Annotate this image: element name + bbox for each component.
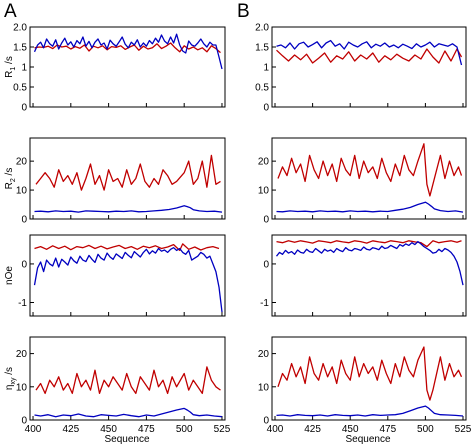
x-tick-label: 475 bbox=[138, 424, 155, 435]
y-tick-label: 0 bbox=[263, 259, 269, 270]
y-tick-label: 0 bbox=[21, 259, 27, 270]
plot-frame bbox=[271, 234, 467, 317]
x-tick-label: 450 bbox=[100, 424, 117, 435]
y-tick-label: 20 bbox=[16, 349, 28, 360]
y-tick-label: 10 bbox=[16, 382, 28, 393]
series-line-red bbox=[34, 243, 220, 252]
series-line-blue bbox=[33, 247, 223, 313]
y-tick-label: 20 bbox=[16, 157, 28, 168]
series-line-red bbox=[276, 240, 462, 248]
panel-b4: 0 10 20 400 425 450 475 500 525 bbox=[258, 336, 472, 435]
series-line-blue bbox=[34, 407, 223, 418]
y-tick-label: 10 bbox=[258, 186, 270, 197]
y-tick-label: 1 bbox=[263, 63, 269, 74]
x-tick-label: 425 bbox=[304, 424, 321, 435]
series-line-red bbox=[34, 42, 221, 54]
series-line-blue bbox=[34, 205, 223, 213]
y-axis-label: ηxy /s bbox=[4, 367, 17, 390]
series-line-blue bbox=[276, 405, 464, 417]
x-axis-label-b: Sequence bbox=[345, 434, 390, 445]
plot-frame bbox=[29, 137, 226, 220]
y-tick-label: 0 bbox=[263, 215, 269, 226]
panel-b2: 0 10 20 bbox=[258, 137, 467, 226]
y-tick-label: 0 bbox=[263, 103, 269, 114]
y-axis-label: nOe bbox=[4, 266, 15, 285]
y-tick-label: 1 bbox=[21, 63, 27, 74]
panel-label-b: B bbox=[237, 1, 250, 22]
x-axis-label-a: Sequence bbox=[104, 434, 149, 445]
y-tick-label: 0 bbox=[21, 103, 27, 114]
panel-a4: 0 10 20 400 425 450 475 500 525 ηxy /s bbox=[4, 336, 231, 435]
y-tick-label: 0 bbox=[21, 416, 27, 427]
panel-a1: 0 0.5 1 1.5 2.0 R1 /s bbox=[4, 23, 226, 114]
y-axis-label: R1 /s bbox=[4, 56, 17, 78]
y-tick-label: 1.5 bbox=[255, 43, 269, 54]
series-line-red bbox=[35, 154, 221, 191]
y-tick-label: -1 bbox=[18, 298, 27, 309]
x-tick-label: 500 bbox=[176, 424, 193, 435]
y-tick-label: 2.0 bbox=[255, 23, 269, 34]
plot-frame bbox=[29, 234, 226, 317]
plot-frame bbox=[271, 26, 467, 108]
x-tick-label: 450 bbox=[342, 424, 359, 435]
y-tick-label: 0 bbox=[21, 215, 27, 226]
y-axis-label: R2 /s bbox=[4, 168, 17, 190]
x-tick-label: 400 bbox=[25, 424, 42, 435]
y-tick-label: 10 bbox=[258, 382, 270, 393]
y-tick-label: 0 bbox=[263, 416, 269, 427]
y-tick-label: 0.5 bbox=[255, 83, 269, 94]
series-line-red bbox=[276, 48, 463, 64]
x-tick-label: 425 bbox=[62, 424, 79, 435]
y-tick-label: 20 bbox=[258, 349, 270, 360]
x-tick-label: 525 bbox=[455, 424, 472, 435]
series-line-blue bbox=[275, 240, 464, 286]
y-tick-label: -1 bbox=[260, 298, 269, 309]
series-line-red bbox=[277, 346, 463, 401]
x-tick-label: 400 bbox=[267, 424, 284, 435]
plot-frame bbox=[29, 26, 226, 108]
y-tick-label: 0.5 bbox=[13, 83, 27, 94]
y-tick-label: 20 bbox=[258, 157, 270, 168]
x-tick-label: 500 bbox=[417, 424, 434, 435]
plot-frame bbox=[271, 336, 467, 421]
panel-a3: -1 0 nOe bbox=[4, 234, 226, 317]
series-line-blue bbox=[276, 39, 463, 66]
y-tick-label: 1.5 bbox=[13, 43, 27, 54]
plot-frame bbox=[29, 336, 226, 421]
panel-label-a: A bbox=[4, 1, 17, 22]
panel-b3: -1 0 bbox=[260, 234, 467, 317]
x-tick-label: 525 bbox=[214, 424, 231, 435]
x-tick-label: 475 bbox=[379, 424, 396, 435]
plot-frame bbox=[271, 137, 467, 220]
series-line-blue bbox=[276, 201, 464, 213]
y-tick-label: 10 bbox=[16, 186, 28, 197]
series-line-red bbox=[277, 143, 463, 197]
series-line-red bbox=[35, 366, 221, 395]
y-tick-label: 2.0 bbox=[13, 23, 27, 34]
series-line-blue bbox=[33, 33, 223, 70]
panel-b1: 0 0.5 1 1.5 2.0 bbox=[255, 23, 467, 114]
